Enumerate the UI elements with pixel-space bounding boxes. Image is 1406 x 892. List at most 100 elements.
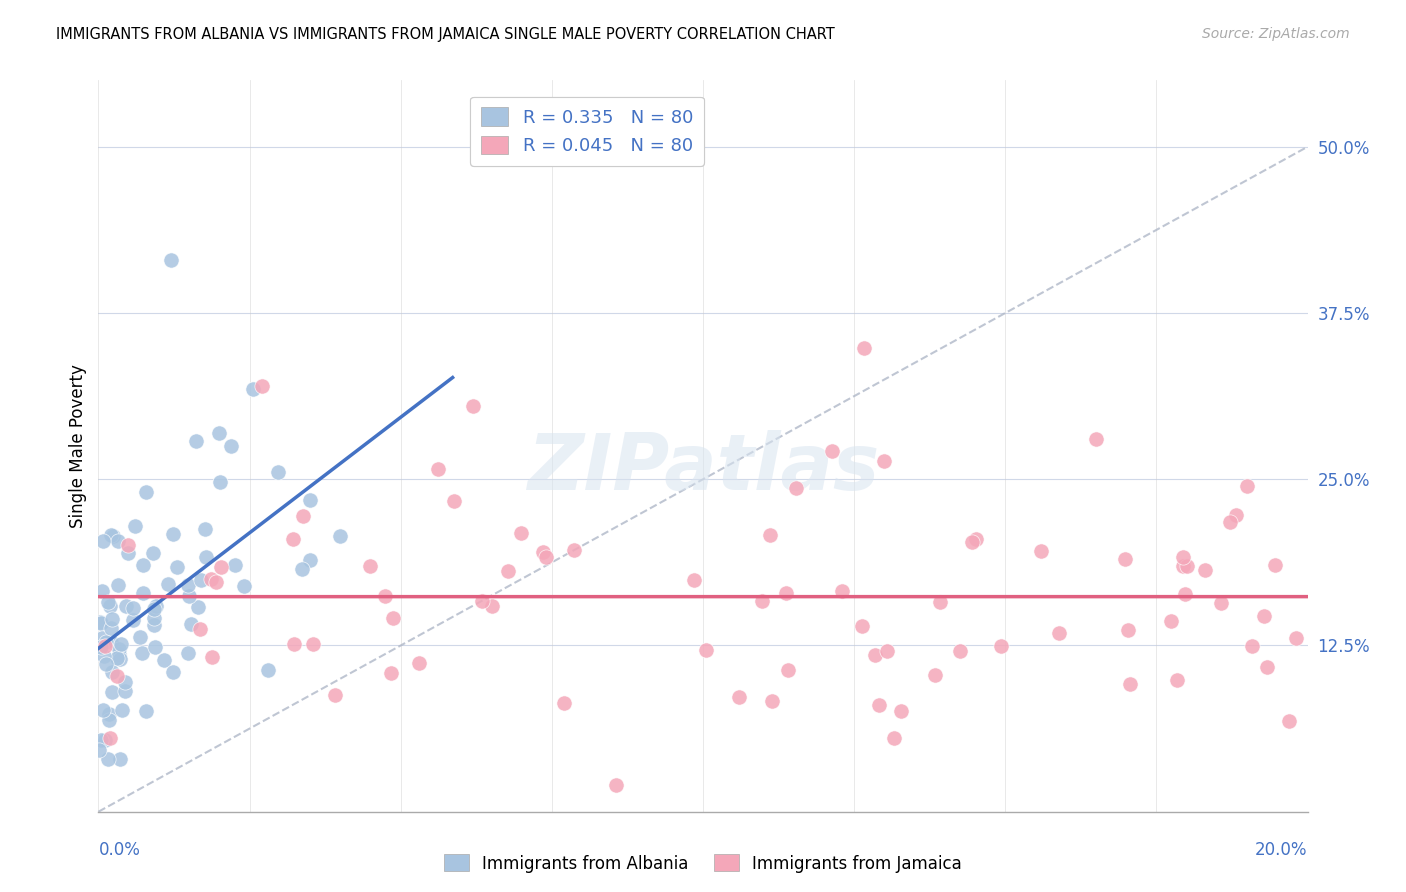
Point <box>553 696 575 710</box>
Point <box>101 529 124 543</box>
Point <box>1278 714 1301 729</box>
Point <box>177 590 200 604</box>
Point <box>208 475 231 489</box>
Point <box>209 560 232 574</box>
Point <box>1049 626 1071 640</box>
Point <box>122 601 145 615</box>
Legend: Immigrants from Albania, Immigrants from Jamaica: Immigrants from Albania, Immigrants from… <box>437 847 969 880</box>
Point <box>97 707 120 722</box>
Point <box>101 685 124 699</box>
Point <box>863 648 886 663</box>
Text: IMMIGRANTS FROM ALBANIA VS IMMIGRANTS FROM JAMAICA SINGLE MALE POVERTY CORRELATI: IMMIGRANTS FROM ALBANIA VS IMMIGRANTS FR… <box>56 27 835 42</box>
Point <box>110 652 132 666</box>
Point <box>131 646 153 660</box>
Point <box>176 646 198 660</box>
Point <box>250 379 273 393</box>
Point <box>1284 632 1306 646</box>
Point <box>114 684 136 698</box>
Point <box>443 494 465 508</box>
Point <box>883 731 905 746</box>
Point <box>1173 558 1195 573</box>
Point <box>876 644 898 658</box>
Point <box>200 572 222 586</box>
Point <box>108 647 131 661</box>
Text: 20.0%: 20.0% <box>1256 841 1308 859</box>
Point <box>1174 587 1197 601</box>
Point <box>929 595 952 609</box>
Point <box>100 528 122 542</box>
Point <box>374 589 396 603</box>
Point <box>1114 551 1136 566</box>
Point <box>1194 563 1216 577</box>
Point <box>101 665 124 679</box>
Point <box>1209 596 1232 610</box>
Point <box>162 665 184 679</box>
Legend: R = 0.335   N = 80, R = 0.045   N = 80: R = 0.335 N = 80, R = 0.045 N = 80 <box>470 96 704 166</box>
Point <box>143 640 166 655</box>
Point <box>89 615 111 629</box>
Point <box>160 252 183 267</box>
Point <box>323 688 346 702</box>
Point <box>166 560 188 574</box>
Point <box>605 778 627 792</box>
Y-axis label: Single Male Poverty: Single Male Poverty <box>69 364 87 528</box>
Point <box>108 641 131 656</box>
Point <box>232 579 254 593</box>
Point <box>775 586 797 600</box>
Point <box>94 657 117 671</box>
Point <box>1119 676 1142 690</box>
Point <box>97 595 120 609</box>
Point <box>105 669 128 683</box>
Point <box>93 733 115 747</box>
Point <box>1225 508 1247 522</box>
Text: 0.0%: 0.0% <box>98 841 141 859</box>
Point <box>831 584 853 599</box>
Point <box>531 545 554 559</box>
Point <box>115 599 138 614</box>
Point <box>683 573 706 587</box>
Point <box>96 634 118 648</box>
Point <box>301 637 323 651</box>
Point <box>98 599 121 613</box>
Point <box>180 617 202 632</box>
Point <box>695 642 717 657</box>
Point <box>382 611 405 625</box>
Point <box>143 610 166 624</box>
Point <box>142 546 165 560</box>
Point <box>821 443 844 458</box>
Point <box>509 526 531 541</box>
Point <box>1173 549 1195 564</box>
Point <box>329 529 352 543</box>
Point <box>281 533 304 547</box>
Point <box>188 622 211 636</box>
Point <box>100 621 122 635</box>
Point <box>1116 623 1139 637</box>
Point <box>91 583 114 598</box>
Point <box>121 613 143 627</box>
Point <box>105 651 128 665</box>
Point <box>145 599 167 613</box>
Point <box>110 637 132 651</box>
Point <box>1264 558 1286 573</box>
Point <box>132 585 155 599</box>
Point <box>785 481 807 495</box>
Point <box>965 533 987 547</box>
Point <box>107 534 129 549</box>
Point <box>135 704 157 718</box>
Point <box>110 751 132 765</box>
Point <box>117 545 139 559</box>
Point <box>890 704 912 718</box>
Point <box>194 522 217 536</box>
Point <box>1253 608 1275 623</box>
Point <box>91 631 114 645</box>
Point <box>1175 558 1198 573</box>
Point <box>873 454 896 468</box>
Point <box>851 619 873 633</box>
Point <box>298 493 321 508</box>
Point <box>187 600 209 615</box>
Point <box>751 594 773 608</box>
Point <box>1219 515 1241 529</box>
Point <box>142 602 165 616</box>
Point <box>208 425 231 440</box>
Point <box>359 558 381 573</box>
